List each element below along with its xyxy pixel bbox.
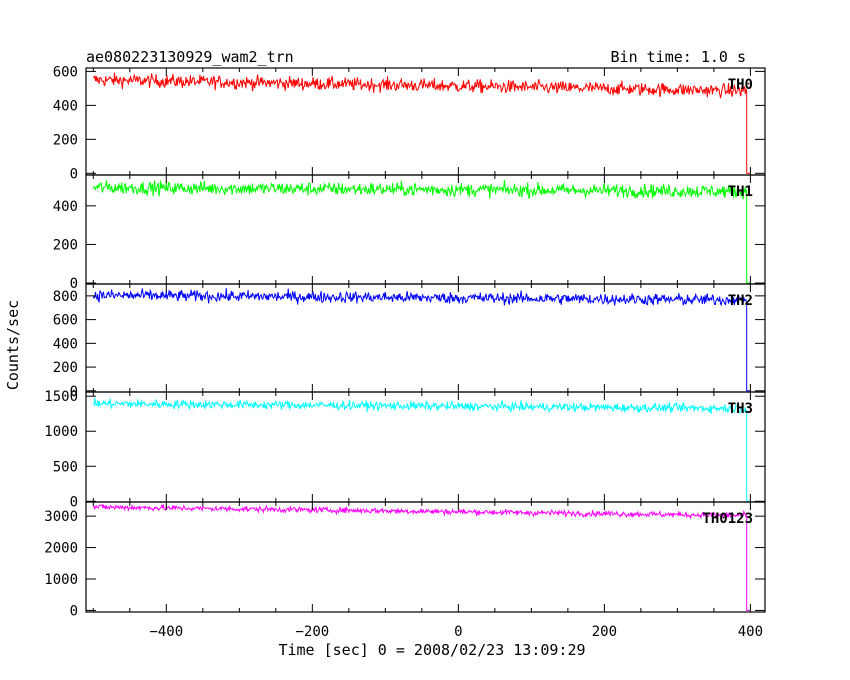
y-axis-label: Counts/sec — [4, 300, 22, 390]
x-tick-label: 0 — [454, 624, 462, 640]
series-line-th3 — [92, 397, 751, 502]
y-tick-label: 3000 — [44, 509, 78, 525]
y-tick-label: 200 — [53, 132, 78, 148]
x-tick-label: 400 — [738, 624, 763, 640]
panel-th2: 0 200 400 600 800 TH2 — [53, 283, 766, 400]
y-tick-label: 0 — [70, 494, 78, 510]
series-line-th0123 — [92, 503, 751, 611]
y-tick-label: 1000 — [44, 424, 78, 440]
panel-th3: 0 500 1000 1500 TH3 — [44, 389, 766, 510]
x-axis-label: Time [sec] 0 = 2008/02/23 13:09:29 — [278, 641, 585, 659]
panel-th0: 0 200 400 600 TH0 — [53, 64, 766, 182]
y-tick-label: 400 — [53, 336, 78, 352]
panel-th0123: 0 1000 2000 3000 TH0123 — [44, 501, 766, 619]
y-tick-label: 0 — [70, 276, 78, 292]
panel-frame — [85, 501, 766, 613]
y-tick-label: 0 — [70, 603, 78, 619]
y-tick-label: 400 — [53, 199, 78, 215]
panel-label: TH3 — [728, 401, 753, 417]
series-line-th2 — [92, 288, 751, 392]
panel-label: TH2 — [728, 293, 753, 309]
panel-label: TH0 — [728, 77, 753, 93]
y-tick-label: 2000 — [44, 541, 78, 557]
x-tick-label: −400 — [149, 624, 183, 640]
x-tick-label: −200 — [295, 624, 329, 640]
panel-label: TH1 — [728, 184, 753, 200]
y-tick-label: 600 — [53, 313, 78, 329]
y-tick-label: 1500 — [44, 389, 78, 405]
bin-time-label: Bin time: 1.0 s — [611, 48, 746, 66]
y-tick-label: 800 — [53, 289, 78, 305]
panel-label: TH0123 — [702, 511, 753, 527]
y-tick-label: 500 — [53, 459, 78, 475]
y-tick-label: 400 — [53, 98, 78, 114]
series-line-th0 — [92, 72, 751, 174]
y-tick-label: 200 — [53, 237, 78, 253]
y-tick-label: 1000 — [44, 572, 78, 588]
series-line-th1 — [92, 180, 751, 284]
y-tick-label: 0 — [70, 384, 78, 400]
x-tick-label: 200 — [592, 624, 617, 640]
panel-th1: 0 200 400 TH1 — [53, 174, 766, 292]
y-tick-label: 600 — [53, 64, 78, 80]
y-tick-label: 200 — [53, 360, 78, 376]
panel-frame — [85, 283, 766, 393]
y-tick-label: 0 — [70, 166, 78, 182]
chart-title: ae080223130929_wam2_trn — [86, 48, 294, 66]
